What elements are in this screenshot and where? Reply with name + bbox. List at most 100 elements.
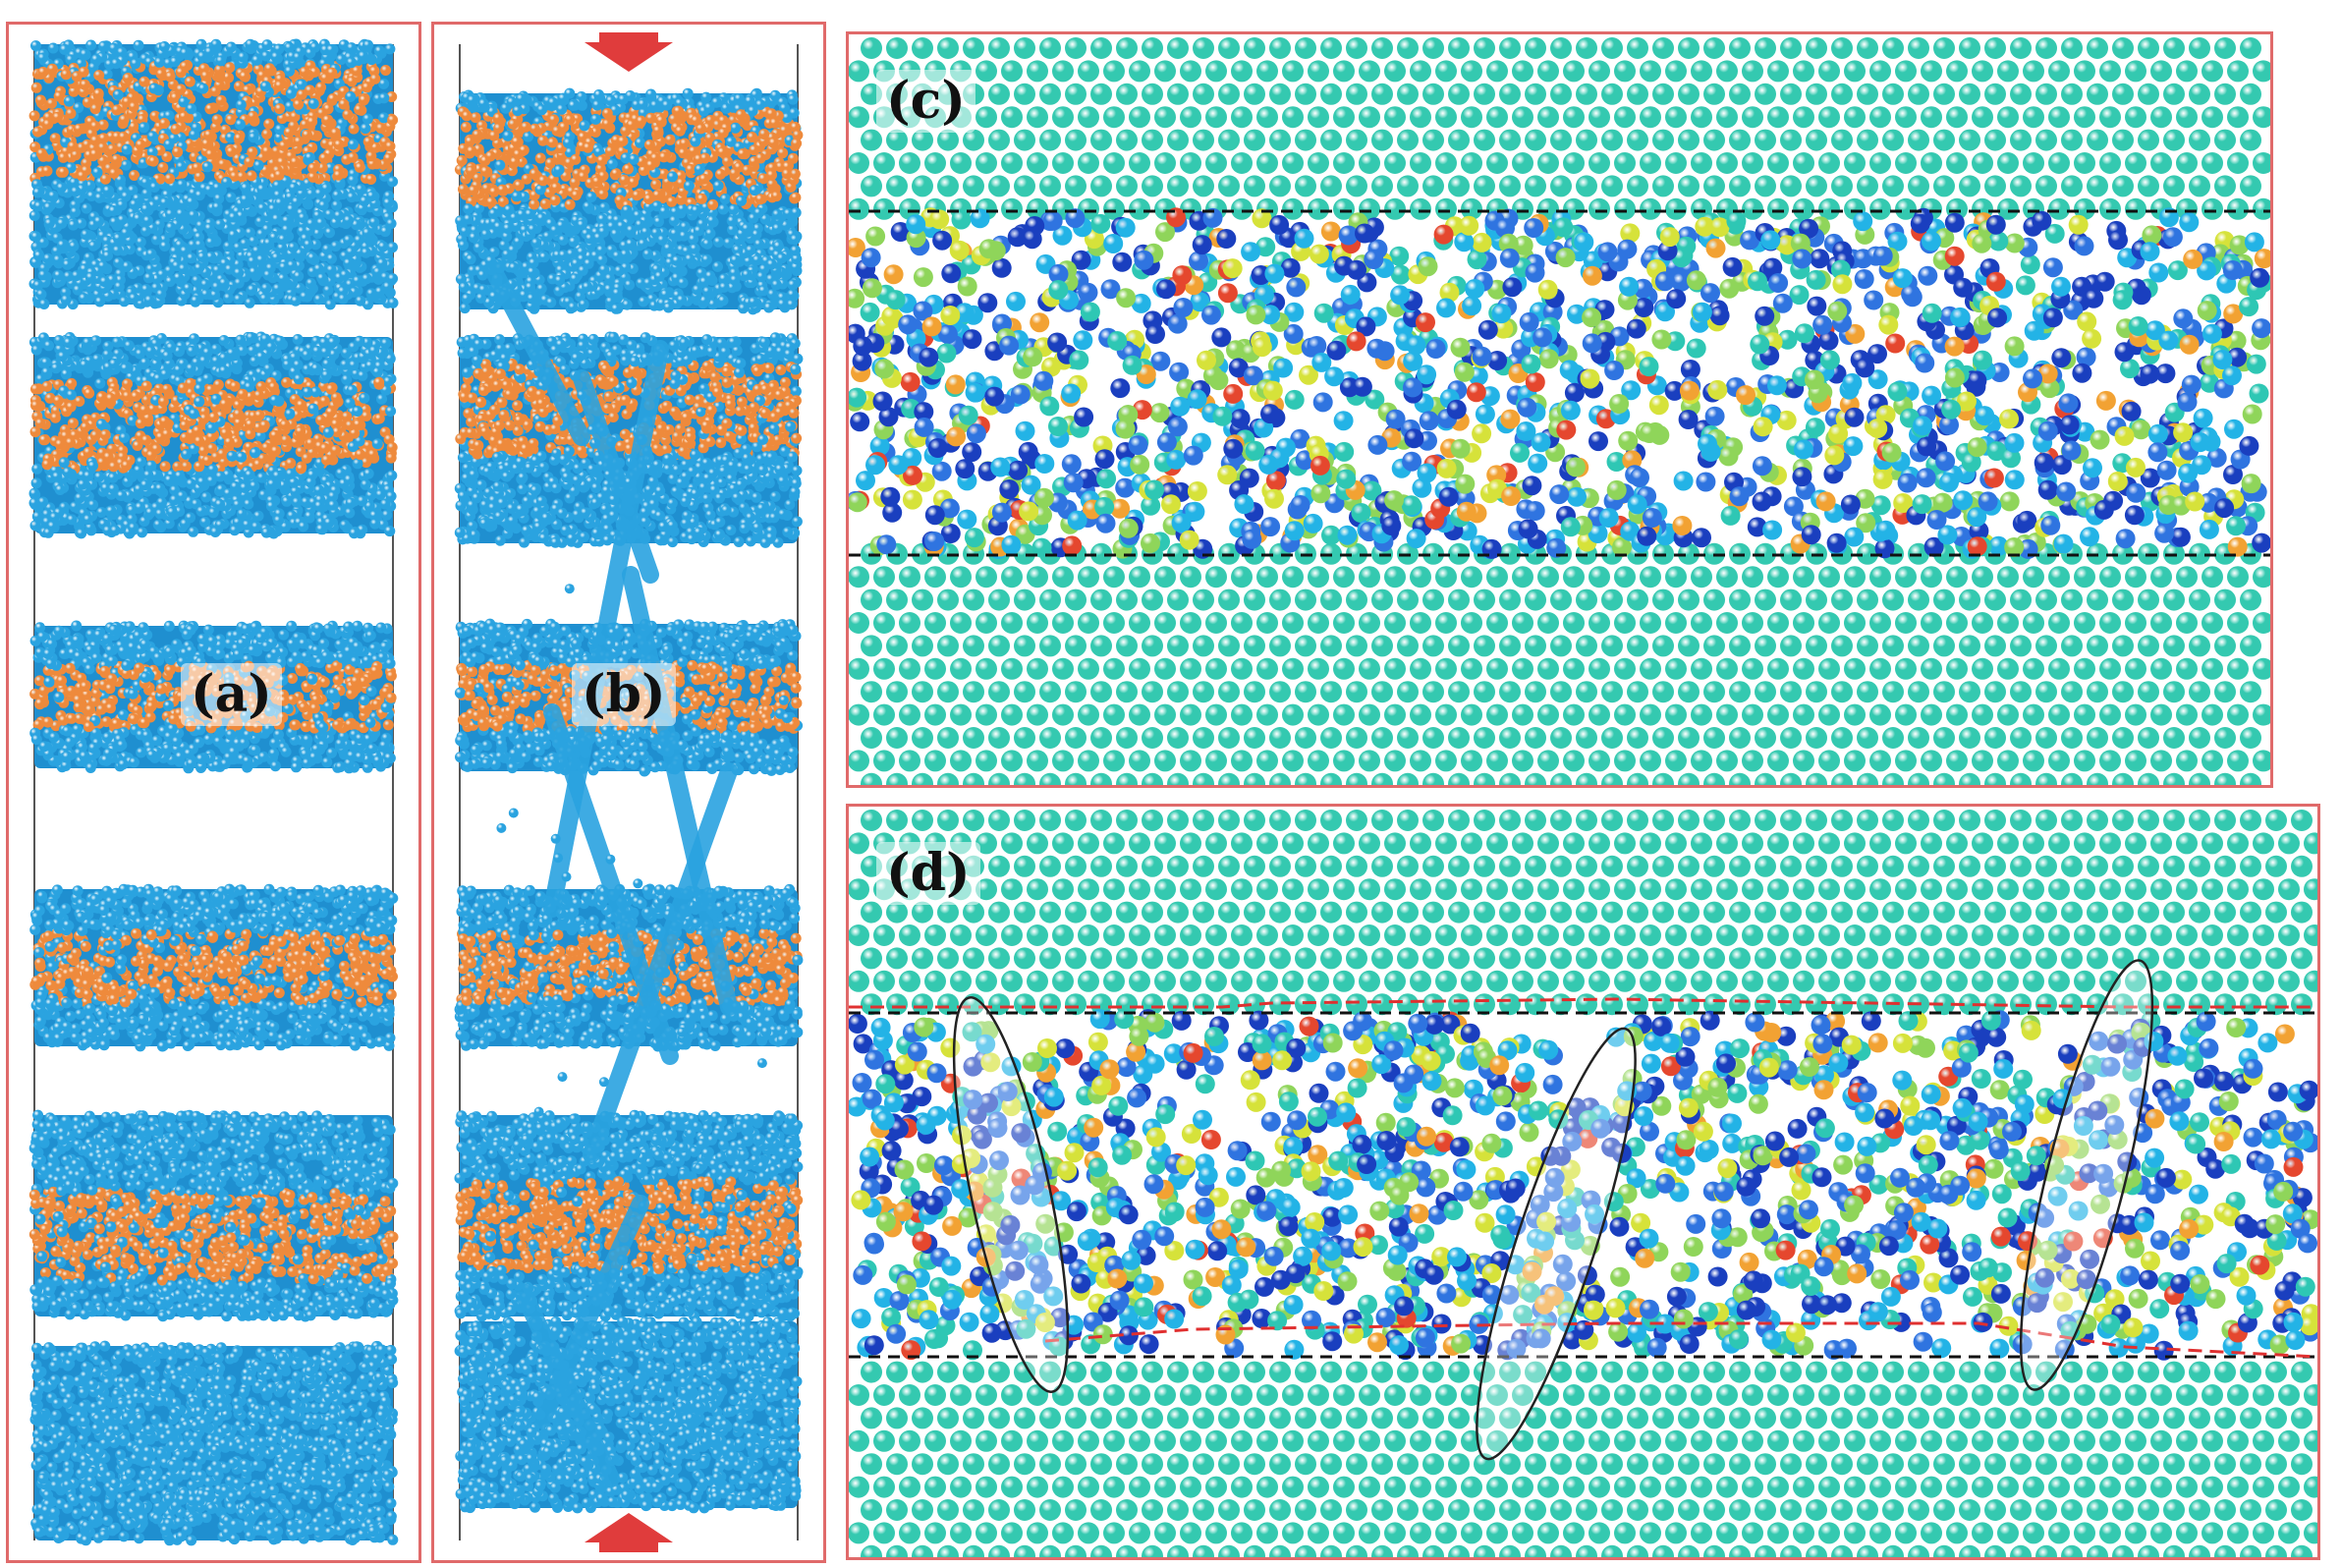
atom xyxy=(139,357,151,368)
atom xyxy=(268,748,279,759)
atom xyxy=(274,80,286,91)
atom xyxy=(285,458,297,469)
atom xyxy=(350,955,362,967)
atom xyxy=(267,381,279,393)
atom xyxy=(288,182,300,194)
atom xyxy=(343,975,355,986)
atom xyxy=(354,335,365,347)
atom xyxy=(158,41,170,52)
atom xyxy=(261,223,273,235)
atom xyxy=(351,219,362,231)
panel-a-structure xyxy=(28,38,399,1546)
atom xyxy=(362,82,372,93)
atom xyxy=(175,67,187,79)
atom xyxy=(347,174,359,186)
atom xyxy=(42,648,54,659)
atom xyxy=(319,346,331,358)
atom xyxy=(313,294,325,306)
atom xyxy=(99,173,111,185)
atom xyxy=(285,468,297,479)
atom xyxy=(253,1008,265,1020)
atom xyxy=(387,273,399,285)
atom xyxy=(43,676,55,688)
atom xyxy=(321,980,333,992)
atom xyxy=(66,377,78,389)
atom xyxy=(126,988,138,1000)
atom xyxy=(200,491,212,503)
atom xyxy=(141,730,152,742)
atom xyxy=(93,70,105,82)
atom xyxy=(386,441,398,453)
atom xyxy=(313,500,325,512)
atom xyxy=(36,52,48,64)
atom xyxy=(368,345,380,357)
atom xyxy=(213,193,225,204)
atom xyxy=(385,406,397,417)
atom xyxy=(148,83,160,94)
atom xyxy=(256,202,268,214)
atom xyxy=(57,351,69,363)
atom xyxy=(279,419,291,430)
atom xyxy=(33,947,45,958)
atom xyxy=(100,716,112,728)
atom xyxy=(387,242,398,253)
atom xyxy=(200,289,212,300)
atom xyxy=(352,641,363,652)
atom xyxy=(146,146,158,158)
atom xyxy=(46,639,58,649)
atom xyxy=(194,190,205,201)
atom xyxy=(99,665,111,677)
atom xyxy=(65,108,77,119)
atom xyxy=(36,631,48,643)
atom xyxy=(321,244,333,255)
atom xyxy=(347,151,359,163)
atom xyxy=(286,656,298,668)
atom xyxy=(150,234,162,246)
atom xyxy=(102,185,114,196)
atom xyxy=(262,363,274,374)
atom xyxy=(341,373,353,385)
atom xyxy=(94,296,106,308)
atom xyxy=(334,639,346,650)
atom xyxy=(117,645,129,657)
atom xyxy=(143,272,154,284)
atom xyxy=(332,674,344,686)
atom xyxy=(159,368,171,380)
atom xyxy=(170,123,182,135)
atom xyxy=(116,490,128,501)
atom xyxy=(38,299,50,309)
atom xyxy=(278,261,290,273)
atom xyxy=(345,497,357,509)
atom xyxy=(77,170,87,182)
atom xyxy=(42,252,54,264)
atom xyxy=(318,970,330,981)
atom xyxy=(274,124,286,136)
atom xyxy=(334,761,346,773)
atom xyxy=(234,119,246,131)
atom xyxy=(76,217,87,229)
atom xyxy=(327,336,339,348)
atom xyxy=(322,1033,334,1044)
atom xyxy=(338,98,350,110)
atom xyxy=(225,41,237,53)
atom xyxy=(292,51,304,63)
atom xyxy=(297,212,308,224)
atom xyxy=(155,683,167,695)
atom xyxy=(189,333,200,345)
atom xyxy=(218,335,230,346)
atom xyxy=(121,659,133,671)
atom xyxy=(205,422,217,434)
atom xyxy=(307,98,319,109)
atom xyxy=(29,141,41,153)
atom xyxy=(347,139,359,150)
atom xyxy=(53,625,65,637)
atom xyxy=(95,419,107,430)
atom xyxy=(233,133,245,144)
atom xyxy=(43,340,55,352)
atom xyxy=(108,358,120,369)
atom xyxy=(255,381,267,392)
atom xyxy=(59,43,71,55)
atom xyxy=(252,459,264,471)
atom xyxy=(46,97,57,109)
atom xyxy=(354,733,365,745)
